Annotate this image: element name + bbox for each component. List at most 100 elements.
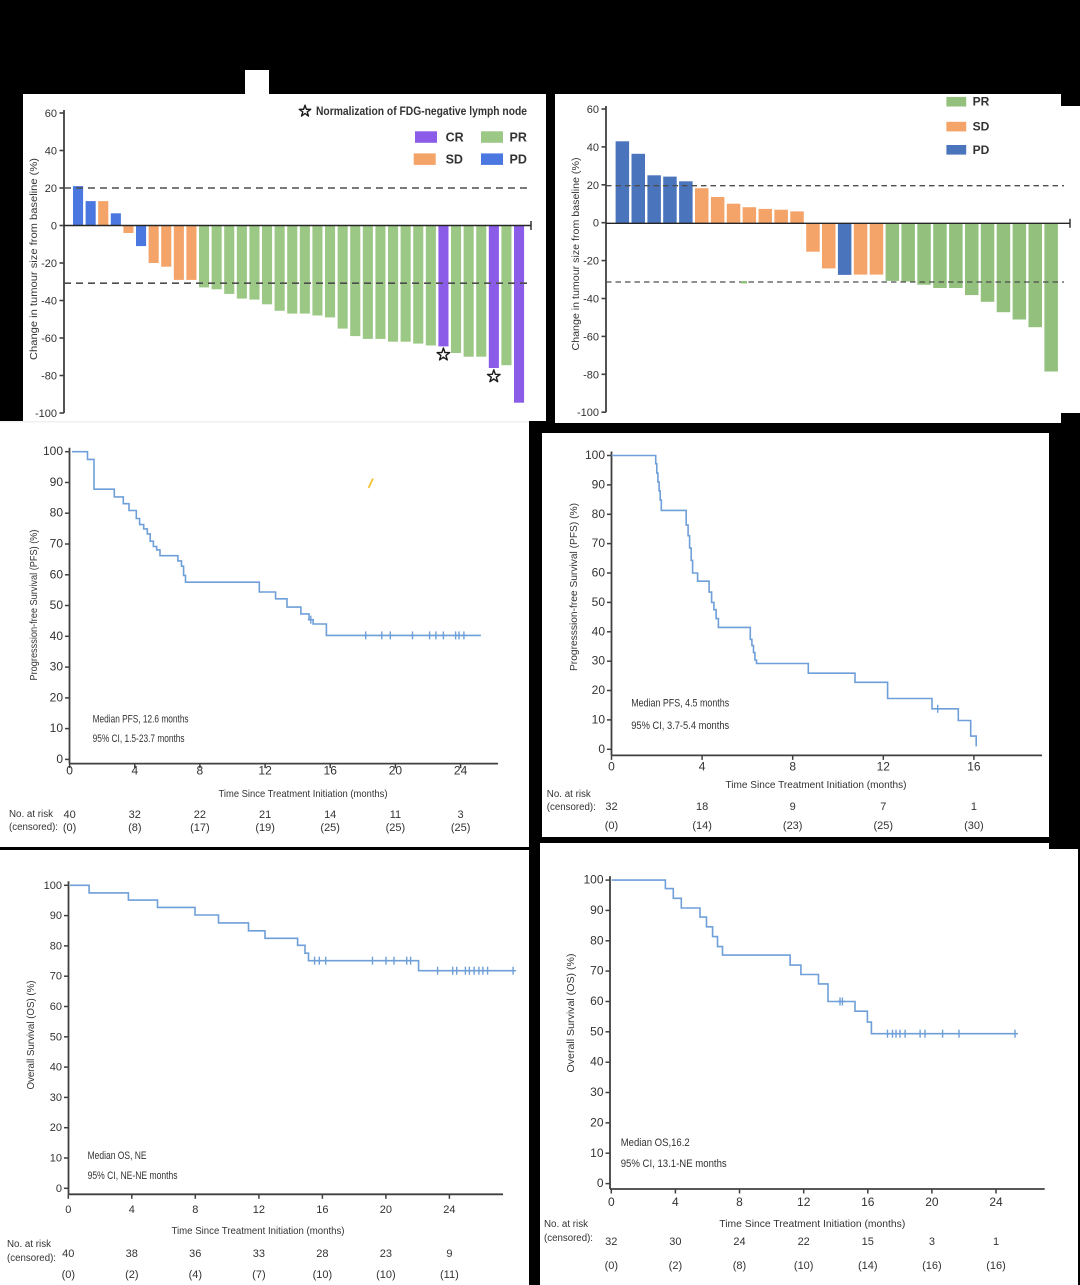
svg-text:-40: -40: [41, 296, 57, 308]
svg-text:-80: -80: [583, 369, 599, 381]
svg-text:(23): (23): [783, 820, 803, 832]
svg-text:(7): (7): [252, 1269, 265, 1281]
svg-text:0: 0: [66, 764, 73, 778]
svg-text:(censored):: (censored):: [9, 822, 58, 833]
svg-text:(censored):: (censored):: [547, 802, 596, 813]
svg-text:24: 24: [733, 1236, 745, 1248]
svg-text:10: 10: [50, 1153, 62, 1165]
svg-text:30: 30: [669, 1236, 681, 1248]
svg-text:40: 40: [592, 624, 606, 638]
svg-text:60: 60: [50, 567, 64, 581]
svg-text:22: 22: [194, 809, 206, 821]
svg-text:(25): (25): [874, 820, 894, 832]
svg-text:60: 60: [45, 108, 57, 120]
svg-text:12: 12: [258, 764, 272, 778]
svg-text:4: 4: [129, 1204, 135, 1216]
svg-text:20: 20: [50, 690, 64, 704]
svg-text:0: 0: [593, 218, 599, 230]
svg-text:PR: PR: [510, 131, 527, 145]
svg-text:-20: -20: [583, 256, 599, 268]
svg-text:Time Since Treatment Initiatio: Time Since Treatment Initiation (months): [219, 788, 388, 800]
svg-text:50: 50: [50, 1031, 62, 1043]
svg-text:1: 1: [971, 801, 977, 813]
svg-text:80: 80: [592, 507, 606, 521]
svg-text:90: 90: [50, 475, 64, 489]
svg-text:Normalization of FDG-negative: Normalization of FDG-negative lymph node: [316, 104, 527, 118]
svg-text:95% CI, 3.7-5.4 months: 95% CI, 3.7-5.4 months: [631, 720, 729, 732]
svg-text:38: 38: [126, 1248, 138, 1260]
svg-text:32: 32: [605, 801, 617, 813]
svg-text:20: 20: [389, 764, 403, 778]
svg-text:(censored):: (censored):: [7, 1253, 56, 1264]
svg-text:Time Since Treatment Initiatio: Time Since Treatment Initiation (months): [172, 1225, 345, 1237]
svg-text:8: 8: [736, 1195, 743, 1209]
svg-text:(8): (8): [733, 1260, 746, 1272]
svg-text:50: 50: [50, 598, 64, 612]
svg-text:12: 12: [253, 1204, 265, 1216]
svg-text:8: 8: [192, 1204, 198, 1216]
svg-text:(25): (25): [451, 822, 471, 834]
svg-text:0: 0: [598, 742, 605, 756]
svg-text:(19): (19): [255, 822, 275, 834]
svg-text:(10): (10): [376, 1269, 396, 1281]
svg-text:90: 90: [592, 477, 606, 491]
svg-text:33: 33: [253, 1248, 265, 1260]
svg-text:Progresssion-free Survival (PF: Progresssion-free Survival (PFS) (%): [28, 530, 40, 681]
svg-text:60: 60: [587, 104, 599, 116]
svg-text:(14): (14): [692, 820, 712, 832]
svg-text:-60: -60: [41, 333, 57, 345]
svg-text:Overall Survival (OS) (%): Overall Survival (OS) (%): [565, 954, 577, 1073]
svg-text:10: 10: [50, 721, 64, 735]
svg-text:70: 70: [592, 536, 606, 550]
svg-text:36: 36: [189, 1248, 201, 1260]
svg-text:10: 10: [592, 712, 606, 726]
svg-text:PD: PD: [510, 153, 527, 167]
svg-text:(30): (30): [964, 820, 984, 832]
svg-text:3: 3: [929, 1236, 935, 1248]
svg-text:32: 32: [129, 809, 141, 821]
svg-text:14: 14: [324, 809, 336, 821]
svg-text:22: 22: [798, 1236, 810, 1248]
svg-text:16: 16: [967, 760, 981, 774]
svg-text:(14): (14): [858, 1260, 878, 1272]
svg-text:(25): (25): [320, 822, 340, 834]
svg-text:1: 1: [993, 1236, 999, 1248]
svg-text:PD: PD: [973, 143, 990, 157]
svg-text:100: 100: [585, 448, 605, 462]
svg-text:23: 23: [380, 1248, 392, 1260]
svg-text:40: 40: [63, 809, 75, 821]
svg-text:10: 10: [590, 1146, 604, 1160]
svg-text:(0): (0): [605, 820, 618, 832]
svg-text:100: 100: [44, 880, 62, 892]
svg-text:SD: SD: [446, 153, 463, 167]
svg-text:16: 16: [861, 1195, 875, 1209]
svg-text:40: 40: [45, 146, 57, 158]
svg-text:40: 40: [50, 629, 64, 643]
svg-text:(0): (0): [62, 1269, 75, 1281]
svg-text:60: 60: [592, 566, 606, 580]
svg-text:70: 70: [50, 537, 64, 551]
svg-text:50: 50: [590, 1024, 604, 1038]
svg-text:60: 60: [50, 1001, 62, 1013]
svg-text:40: 40: [587, 142, 599, 154]
svg-text:24: 24: [989, 1195, 1003, 1209]
svg-text:9: 9: [790, 801, 796, 813]
svg-text:Overall Survival (OS) (%): Overall Survival (OS) (%): [25, 981, 37, 1090]
svg-text:CR: CR: [446, 131, 464, 145]
svg-text:(censored):: (censored):: [544, 1233, 593, 1244]
svg-text:(4): (4): [189, 1269, 202, 1281]
svg-text:95% CI, 13.1-NE months: 95% CI, 13.1-NE months: [621, 1158, 727, 1170]
svg-text:(2): (2): [669, 1260, 682, 1272]
svg-text:(0): (0): [63, 822, 76, 834]
svg-text:(17): (17): [190, 822, 210, 834]
svg-text:20: 20: [925, 1195, 939, 1209]
svg-text:9: 9: [446, 1248, 452, 1260]
svg-text:60: 60: [590, 994, 604, 1008]
svg-text:70: 70: [590, 964, 604, 978]
svg-text:0: 0: [65, 1204, 71, 1216]
svg-text:Time Since Treatment Initiatio: Time Since Treatment Initiation (months): [719, 1218, 905, 1230]
svg-text:18: 18: [696, 801, 708, 813]
svg-text:(16): (16): [986, 1260, 1006, 1272]
svg-text:24: 24: [443, 1204, 455, 1216]
svg-text:16: 16: [316, 1204, 328, 1216]
